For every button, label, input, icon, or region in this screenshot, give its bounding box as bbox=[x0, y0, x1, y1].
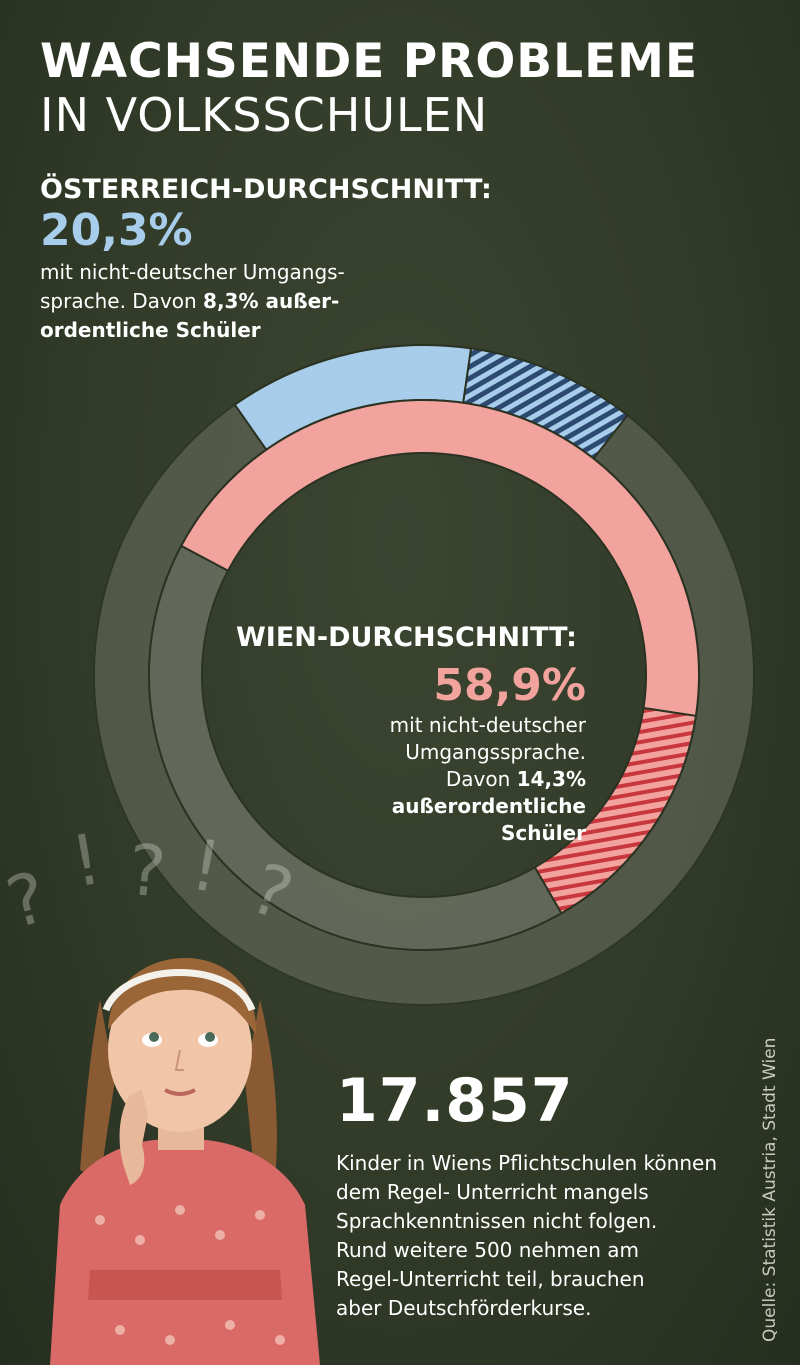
kids-description: Kinder in Wiens Pflichtschulen können de… bbox=[336, 1149, 766, 1323]
vienna-segment-non-german bbox=[179, 399, 701, 718]
vienna-desc-bold-2: außerordentliche bbox=[391, 794, 586, 818]
austria-desc-line-1: mit nicht-deutscher Umgangs- bbox=[40, 260, 345, 284]
kids-desc-line-5: Regel-Unterricht teil, brauchen bbox=[336, 1267, 645, 1291]
kids-desc-line-1: Kinder in Wiens Pflichtschulen können bbox=[336, 1151, 717, 1175]
thinking-girl-illustration bbox=[50, 958, 320, 1365]
vienna-desc-line-3: Davon bbox=[445, 767, 517, 791]
kids-desc-line-2: dem Regel- Unterricht mangels bbox=[336, 1180, 649, 1204]
vienna-description: mit nicht-deutscher Umgangssprache. Davo… bbox=[306, 712, 586, 847]
title-line-1: WACHSENDE PROBLEME bbox=[40, 34, 699, 89]
vienna-desc-bold-3: Schüler bbox=[500, 821, 586, 845]
kids-number: 17.857 bbox=[336, 1066, 574, 1136]
austria-description: mit nicht-deutscher Umgangs- sprache. Da… bbox=[40, 258, 420, 345]
vienna-label: WIEN-DURCHSCHNITT: bbox=[236, 622, 577, 653]
austria-percent: 20,3% bbox=[40, 205, 193, 256]
title-line-2: IN VOLKSSCHULEN bbox=[40, 88, 489, 142]
vienna-percent: 58,9% bbox=[433, 660, 586, 711]
kids-desc-line-4: Rund weitere 500 nehmen am bbox=[336, 1238, 639, 1262]
austria-desc-line-2: sprache. Davon bbox=[40, 289, 204, 313]
austria-desc-bold-1: 8,3% außer- bbox=[203, 289, 340, 313]
vienna-segment-other bbox=[148, 544, 563, 951]
vienna-desc-line-1: mit nicht-deutscher bbox=[389, 713, 586, 737]
kids-desc-line-3: Sprachkenntnissen nicht folgen. bbox=[336, 1209, 658, 1233]
vienna-desc-line-2: Umgangssprache. bbox=[405, 740, 586, 764]
austria-label: ÖSTERREICH-DURCHSCHNITT: bbox=[40, 174, 492, 205]
kids-desc-line-6: aber Deutschförderkurse. bbox=[336, 1296, 592, 1320]
source-note: Quelle: Statistik Austria, Stadt Wien bbox=[760, 1037, 780, 1342]
austria-desc-bold-2: ordentliche Schüler bbox=[40, 318, 261, 342]
vienna-ring bbox=[148, 399, 701, 951]
vienna-desc-bold-1: 14,3% bbox=[516, 767, 586, 791]
